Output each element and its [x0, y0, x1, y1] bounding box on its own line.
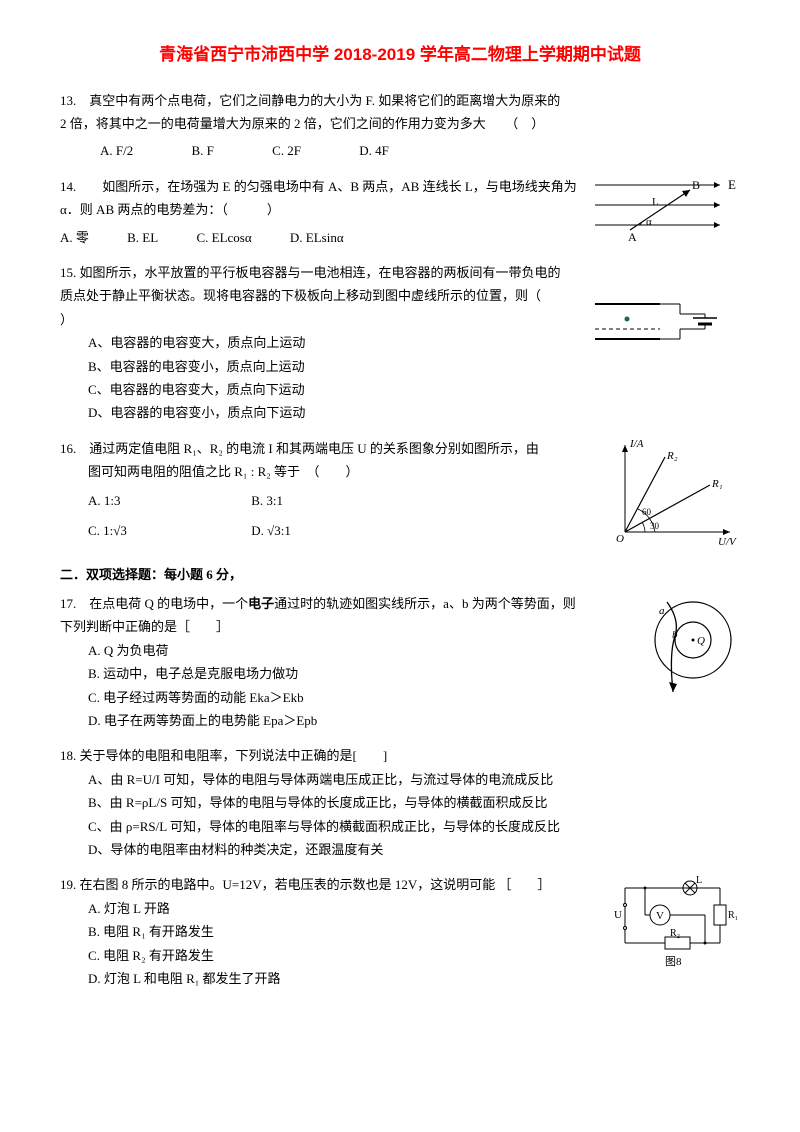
section-2-heading: 二．双项选择题：每小题 6 分， [60, 563, 740, 586]
q16-figure: I/A U/V O R₂ R₁ 60 30 [610, 437, 740, 547]
svg-text:L: L [652, 196, 659, 208]
q17-opt-d: D. 电子在两等势面上的电势能 Epa＞Epb [60, 709, 740, 732]
q16-opt-a: A. 1:3 [88, 489, 248, 512]
q15-num: 15. [60, 265, 76, 280]
page-title: 青海省西宁市沛西中学 2018-2019 学年高二物理上学期期中试题 [60, 40, 740, 71]
svg-text:R₂: R₂ [666, 450, 678, 462]
svg-text:B: B [692, 178, 700, 192]
q14-figure: A B E L α [590, 175, 740, 245]
q15-line1: 15. 如图所示，水平放置的平行板电容器与一电池相连，在电容器的两板间有一带负电… [60, 261, 740, 284]
q13-line1: 13. 真空中有两个点电荷，它们之间静电力的大小为 F. 如果将它们的距离增大为… [60, 89, 740, 112]
svg-text:Q: Q [697, 635, 705, 647]
question-13: 13. 真空中有两个点电荷，它们之间静电力的大小为 F. 如果将它们的距离增大为… [60, 89, 740, 163]
svg-text:L: L [696, 875, 702, 886]
q13-opt-a: A. F/2 [100, 139, 133, 162]
q17-figure: Q a b [625, 592, 740, 702]
q15-opt-d: D、电容器的电容变小，质点向下运动 [60, 401, 740, 424]
q14-opt-d: D. ELsinα [290, 226, 344, 249]
svg-text:U: U [614, 909, 622, 921]
q13-options: A. F/2 B. F C. 2F D. 4F [60, 139, 740, 162]
question-18: 18. 关于导体的电阻和电阻率，下列说法中正确的是[ ] A、由 R=U/I 可… [60, 744, 740, 861]
q16-opt-b: B. 3:1 [251, 493, 283, 508]
q17-num: 17. [60, 596, 76, 611]
svg-text:E: E [728, 177, 736, 192]
q14-opt-a: A. 零 [60, 226, 89, 249]
q14-num: 14. [60, 179, 76, 194]
q15-figure [575, 284, 740, 379]
q18-opt-c: C、由 ρ=RS/L 可知，导体的电阻率与导体的横截面积成正比，与导体的长度成反… [60, 815, 740, 838]
q16-num: 16. [60, 441, 76, 456]
svg-text:I/A: I/A [629, 438, 644, 450]
q19-fig-label: 图8 [665, 955, 682, 968]
svg-text:60: 60 [642, 507, 652, 517]
svg-text:V: V [656, 910, 664, 922]
svg-text:O: O [616, 533, 624, 545]
question-16: I/A U/V O R₂ R₁ 60 30 16. 通过两定值电阻 R₁、R₂ … [60, 437, 740, 551]
q19-num: 19. [60, 877, 76, 892]
q13-opt-b: B. F [191, 139, 213, 162]
svg-text:R₁: R₁ [711, 478, 723, 490]
q18-num: 18. [60, 748, 76, 763]
svg-text:R₁: R₁ [728, 910, 738, 921]
q13-opt-c: C. 2F [272, 139, 301, 162]
svg-text:U/V: U/V [718, 536, 737, 547]
question-14: A B E L α 14. 如图所示，在场强为 E 的匀强电场中有 A、B 两点… [60, 175, 740, 249]
q16-opt-d: D. √3:1 [251, 523, 291, 538]
q13-num: 13. [60, 93, 76, 108]
q13-line2: 2 倍，将其中之一的电荷量增大为原来的 2 倍，它们之间的作用力变为多大 （ ） [60, 112, 740, 135]
q18-opt-a: A、由 R=U/I 可知，导体的电阻与导体两端电压成正比，与流过导体的电流成反比 [60, 768, 740, 791]
svg-text:30: 30 [650, 521, 660, 531]
q18-opt-b: B、由 R=ρL/S 可知，导体的电阻与导体的长度成正比，与导体的横截面积成反比 [60, 791, 740, 814]
q16-opt-c: C. 1:√3 [88, 519, 248, 542]
q14-opt-b: B. EL [127, 226, 158, 249]
q18-line1: 18. 关于导体的电阻和电阻率，下列说法中正确的是[ ] [60, 744, 740, 767]
question-19: L R₁ U R₂ V 图8 19. 在右图 8 所示的电路中。U=12V，若电… [60, 873, 740, 990]
q18-opt-d: D、导体的电阻率由材料的种类决定，还跟温度有关 [60, 838, 740, 861]
svg-text:α: α [646, 216, 652, 228]
svg-text:R₂: R₂ [670, 928, 680, 939]
svg-text:a: a [659, 605, 665, 617]
question-15: 15. 如图所示，水平放置的平行板电容器与一电池相连，在电容器的两板间有一带负电… [60, 261, 740, 425]
q19-figure: L R₁ U R₂ V 图8 [610, 873, 740, 973]
q13-opt-d: D. 4F [359, 139, 389, 162]
q14-opt-c: C. ELcosα [196, 226, 251, 249]
question-17: Q a b 17. 在点电荷 Q 的电场中，一个电子通过时的轨迹如图实线所示，a… [60, 592, 740, 732]
q15-opt-c: C、电容器的电容变大，质点向下运动 [60, 378, 740, 401]
svg-text:A: A [628, 230, 637, 244]
